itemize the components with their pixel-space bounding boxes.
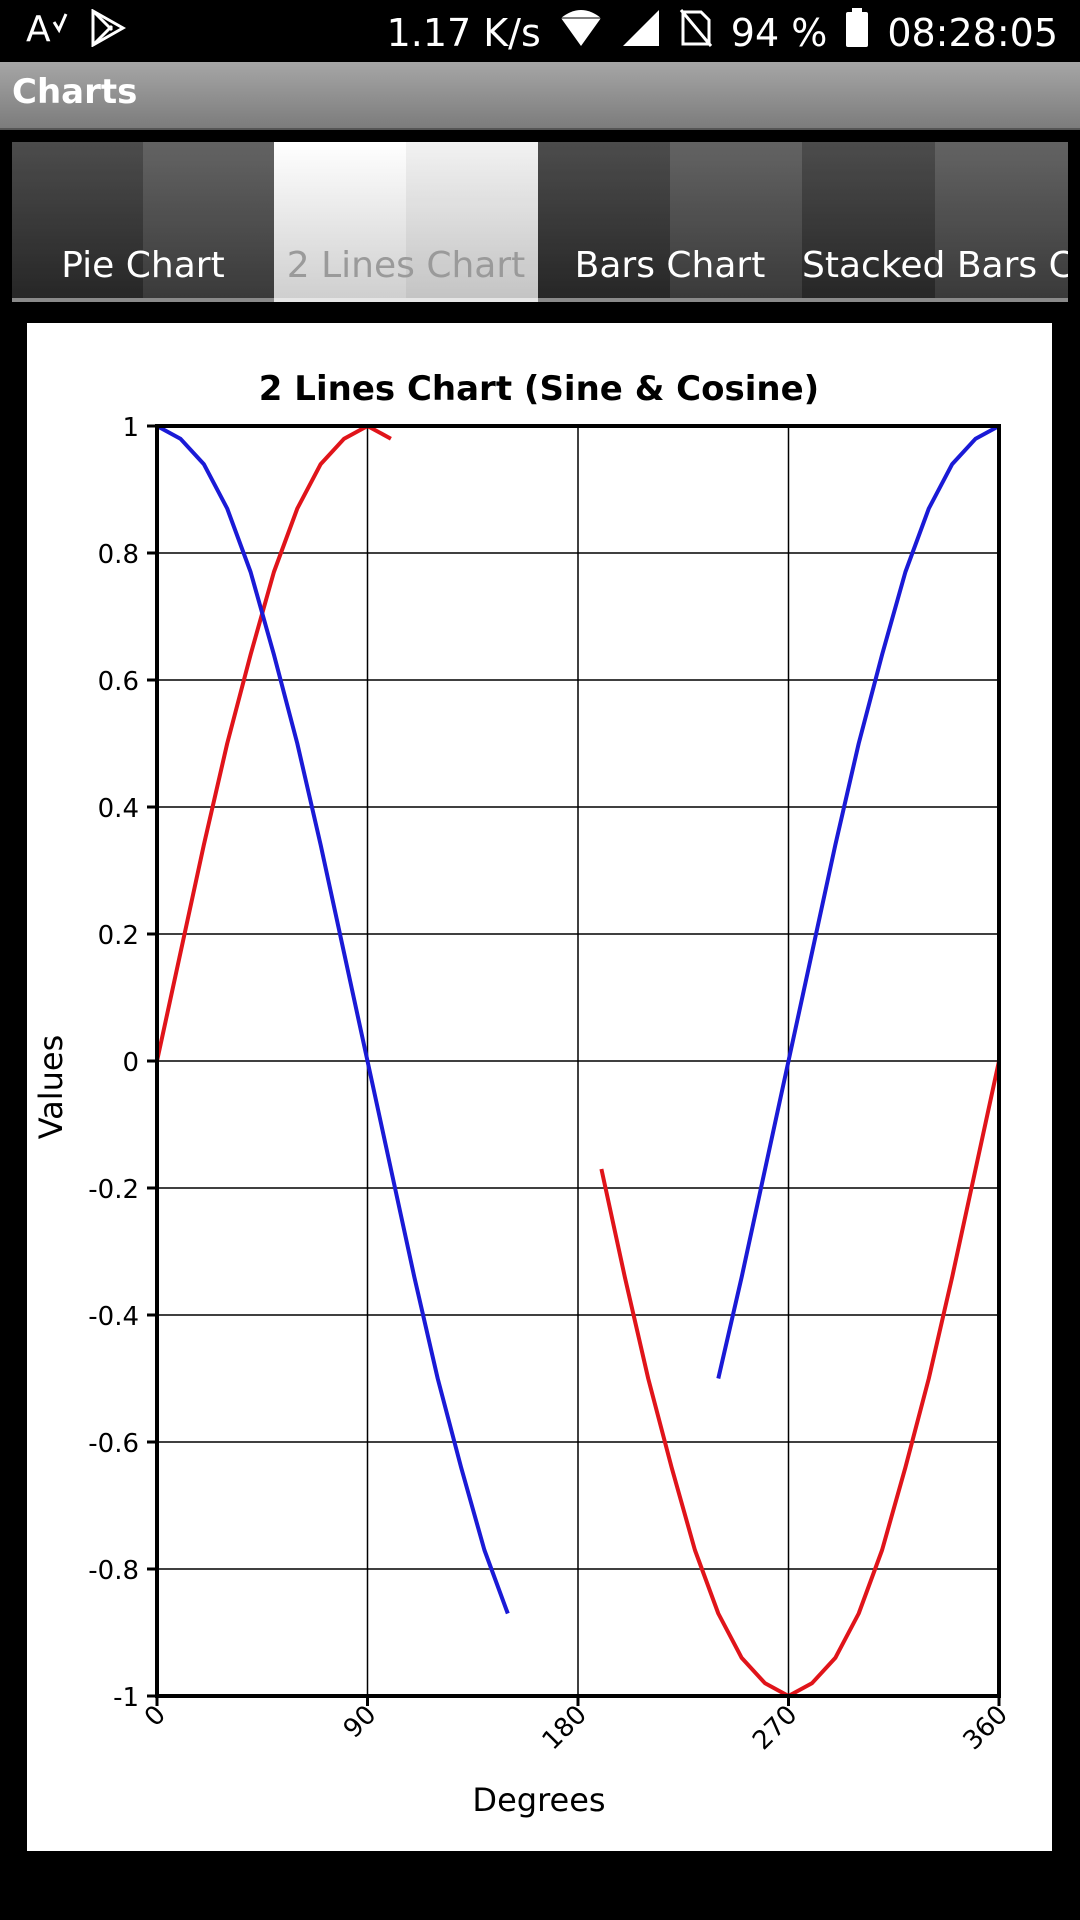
no-sim-icon <box>679 8 713 57</box>
y-tick-label: 0.8 <box>98 540 139 570</box>
y-tick-label: 0.4 <box>98 794 139 824</box>
app-bar: Charts <box>0 62 1080 130</box>
wifi-icon <box>559 8 603 57</box>
y-tick-label: -0.6 <box>88 1429 139 1459</box>
x-tick-label: 0 <box>139 1700 172 1733</box>
play-store-icon <box>90 8 127 51</box>
chart-card: 2 Lines Chart (Sine & Cosine) 1 0.8 0.6 0.4… <box>27 323 1052 1851</box>
line-chart: 2 Lines Chart (Sine & Cosine) 1 0.8 0.6 0.4… <box>32 369 1014 1819</box>
x-axis-label: Degrees <box>472 1781 605 1819</box>
tab-label: Pie Chart <box>61 245 225 286</box>
x-tick-label: 90 <box>338 1700 383 1745</box>
y-axis-ticks: 1 0.8 0.6 0.4 0.2 0 -0.2 -0.4 -0.6 -0.8 -1 <box>88 413 157 1713</box>
tab-stacked-bars-chart[interactable]: Stacked Bars C.. <box>802 142 1068 302</box>
y-tick-label: 0.6 <box>98 667 139 697</box>
tab-label: Stacked Bars C.. <box>802 245 1068 286</box>
tab-pie-chart[interactable]: Pie Chart <box>12 142 274 302</box>
clock: 08:28:05 <box>887 10 1058 55</box>
x-tick-label: 270 <box>747 1700 803 1756</box>
tab-bar: Pie Chart 2 Lines Chart Bars Chart Stack… <box>12 142 1068 306</box>
y-tick-label: 1 <box>122 413 139 443</box>
y-tick-label: 0 <box>122 1048 139 1078</box>
grid <box>156 425 1000 1697</box>
y-tick-label: -0.4 <box>88 1302 139 1332</box>
y-axis-label: Values <box>32 1035 70 1140</box>
tab-label: 2 Lines Chart <box>286 245 526 286</box>
series-line-cosine <box>156 424 510 1615</box>
svg-text:A: A <box>26 9 51 48</box>
y-tick-label: -1 <box>113 1683 139 1713</box>
tab-2-lines-chart[interactable]: 2 Lines Chart <box>274 142 538 302</box>
battery-icon <box>845 8 869 57</box>
tab-bars-chart[interactable]: Bars Chart <box>538 142 802 302</box>
series-line-cosine <box>716 424 1000 1379</box>
y-tick-label: 0.2 <box>98 921 139 951</box>
series-line-sine <box>599 1060 1001 1698</box>
status-bar: A 1.17 K/s 94 % 08:28:05 <box>0 0 1080 62</box>
series-line-sine <box>155 424 392 1062</box>
x-tick-label: 360 <box>958 1700 1014 1756</box>
text-accessibility-icon: A <box>26 8 68 52</box>
x-axis-ticks: 0 90 180 270 360 <box>139 1696 1014 1756</box>
x-tick-label: 180 <box>537 1700 593 1756</box>
tab-label: Bars Chart <box>574 245 766 286</box>
y-tick-label: -0.8 <box>88 1556 139 1586</box>
chart-title: 2 Lines Chart (Sine & Cosine) <box>259 369 819 409</box>
y-tick-label: -0.2 <box>88 1175 139 1205</box>
network-speed: 1.17 K/s <box>386 10 541 55</box>
series-layer <box>155 424 1001 1698</box>
battery-percent: 94 % <box>730 10 828 55</box>
signal-icon <box>621 8 661 57</box>
app-title: Charts <box>12 72 138 112</box>
